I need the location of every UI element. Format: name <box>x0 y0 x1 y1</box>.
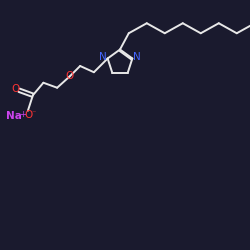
Text: N: N <box>99 52 107 62</box>
Text: O: O <box>12 84 20 94</box>
Text: Na: Na <box>6 111 22 121</box>
Text: ⁻: ⁻ <box>32 109 36 118</box>
Text: +: + <box>19 110 26 119</box>
Text: O: O <box>25 110 33 120</box>
Text: N: N <box>133 52 141 62</box>
Text: O: O <box>65 71 73 81</box>
